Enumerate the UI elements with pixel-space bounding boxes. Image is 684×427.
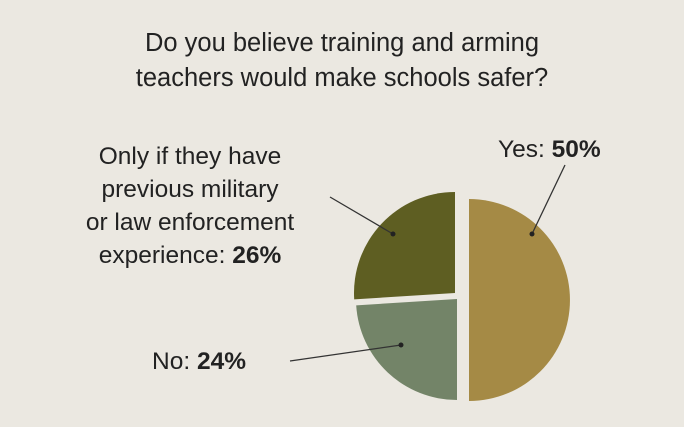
- label-yes: Yes: 50%: [498, 133, 601, 166]
- label-military-value: 26%: [232, 242, 282, 269]
- label-no: No: 24%: [152, 345, 246, 378]
- chart-title: Do you believe training and arming teach…: [0, 26, 684, 96]
- label-military-line-3: or law enforcement: [85, 209, 295, 236]
- slice-military-leader-line: [329, 196, 394, 235]
- label-yes-value: 50%: [551, 136, 601, 163]
- slice-no-leader-dot: [398, 342, 404, 348]
- slice-no-leader-line: [289, 344, 402, 362]
- title-line-1: Do you believe training and arming: [144, 29, 540, 57]
- label-yes-text: Yes:: [498, 136, 545, 163]
- label-no-text: No:: [152, 348, 191, 375]
- title-line-2: teachers would make schools safer?: [135, 64, 549, 92]
- slice-military-leader-dot: [390, 231, 396, 237]
- slice-no: [356, 299, 457, 400]
- slice-military: [354, 191, 455, 300]
- slice-yes-leader-line: [531, 164, 566, 235]
- label-military-line-1: Only if they have: [98, 143, 282, 170]
- label-no-value: 24%: [196, 348, 246, 375]
- slice-yes-leader-dot: [529, 231, 535, 237]
- slice-yes: [469, 199, 570, 401]
- label-military: Only if they have previous military or l…: [40, 140, 340, 272]
- label-military-line-2: previous military: [101, 176, 279, 203]
- label-military-line-4: experience:: [98, 242, 226, 269]
